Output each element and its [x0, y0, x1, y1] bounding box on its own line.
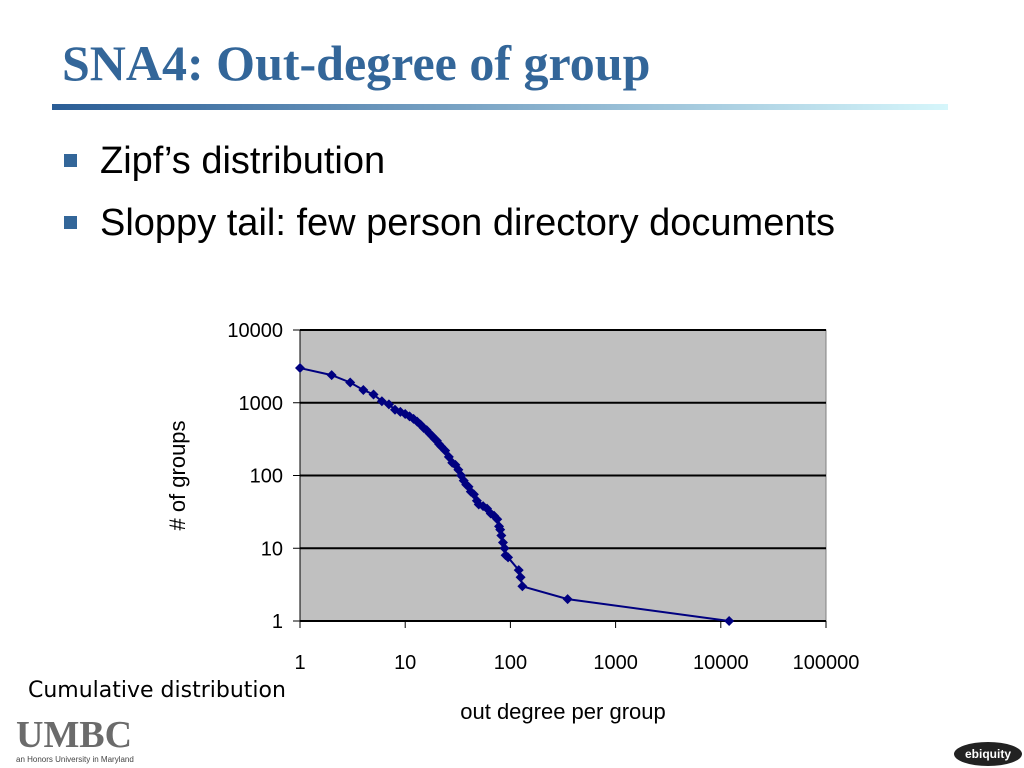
- x-axis-label: out degree per group: [460, 699, 666, 724]
- data-point: [345, 377, 356, 388]
- bullet: Sloppy tail: few person directory docume…: [100, 202, 835, 244]
- data-point: [724, 616, 735, 626]
- y-tick-label: 1000: [239, 393, 284, 415]
- data-point: [517, 581, 528, 592]
- y-tick-label: 10000: [227, 320, 283, 342]
- x-tick-label: 10000: [693, 652, 749, 674]
- data-point: [496, 530, 507, 541]
- logo-tagline: an Honors University in Maryland: [16, 755, 134, 764]
- slide-title: SNA4: Out-degree of group: [62, 35, 650, 91]
- data-point: [503, 552, 514, 563]
- data-point: [358, 384, 369, 395]
- bullet-marker: [64, 154, 77, 167]
- data-point: [562, 594, 573, 605]
- data-point: [368, 389, 379, 400]
- brand-badge: [954, 742, 1022, 766]
- logo: UMBC: [16, 714, 132, 756]
- data-point: [376, 396, 387, 407]
- y-tick-label: 1: [272, 611, 283, 633]
- data-point: [482, 503, 493, 514]
- data-point: [326, 370, 337, 381]
- title-rule: [52, 104, 948, 110]
- chart: 1 10 100 1000 10000 1 10 100 1000 10000 100000 out …: [165, 320, 859, 724]
- x-tick-label: 1000: [593, 652, 638, 674]
- data-point: [513, 565, 524, 576]
- data-point: [492, 514, 503, 525]
- x-tick-label: 10: [394, 652, 416, 674]
- y-axis-label: # of groups: [165, 420, 190, 530]
- footnote: Cumulative distribution: [28, 678, 286, 703]
- data-point: [295, 363, 305, 374]
- bullet-marker: [64, 216, 77, 229]
- y-tick-label: 100: [250, 466, 283, 488]
- x-tick-label: 1: [294, 652, 305, 674]
- bullet: Zipf’s distribution: [100, 140, 385, 182]
- x-tick-label: 100: [494, 652, 527, 674]
- x-tick-label: 100000: [793, 652, 860, 674]
- brand: ebiquity: [965, 747, 1011, 761]
- y-tick-label: 10: [261, 538, 283, 560]
- data-point: [499, 543, 510, 554]
- data-point: [515, 572, 526, 583]
- data-point: [383, 399, 394, 410]
